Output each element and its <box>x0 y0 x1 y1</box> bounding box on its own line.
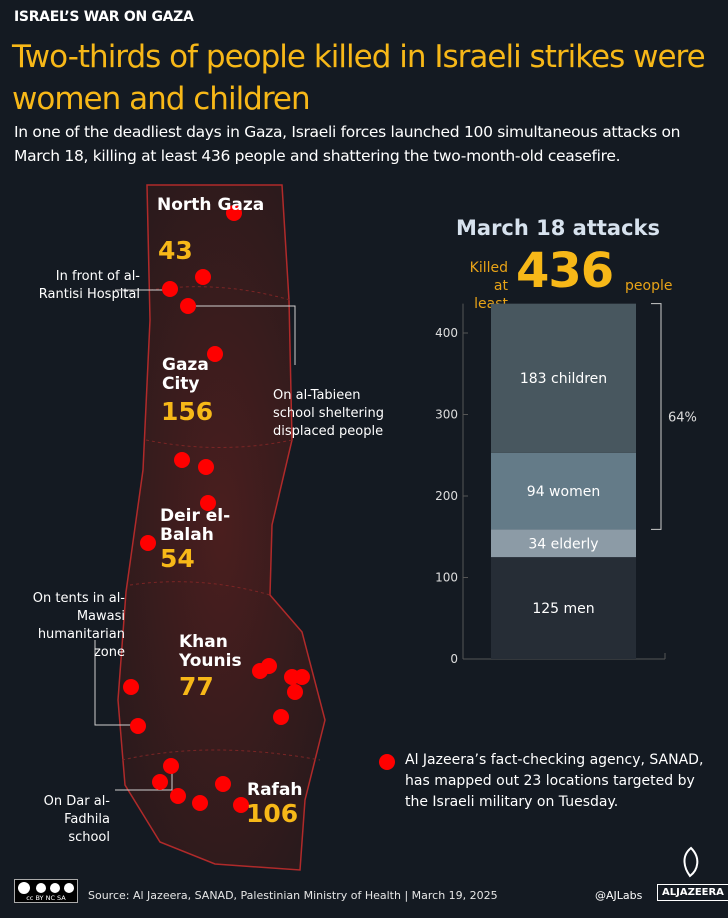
region-name: Khan Younis <box>179 632 242 671</box>
annotation: On al-Tabieen school sheltering displace… <box>273 388 384 439</box>
creative-commons-icon <box>18 882 74 894</box>
headline-suffix: people <box>625 278 673 294</box>
region-name: Rafah <box>247 780 303 800</box>
strike-location-dot <box>180 298 196 314</box>
strike-location-dot <box>195 269 211 285</box>
annotation: In front of al-Rantisi Hospital <box>38 269 140 302</box>
strike-location-dot <box>261 658 277 674</box>
subtitle: In one of the deadliest days in Gaza, Is… <box>14 123 681 165</box>
bar-segment-label: 94 women <box>527 484 600 500</box>
bar-segment-men <box>491 557 636 659</box>
al-jazeera-logo: ALJAZEERA <box>657 884 728 901</box>
social-handle: @AJLabs <box>595 889 643 902</box>
region-count: 106 <box>246 799 299 828</box>
strike-location-dot <box>170 788 186 804</box>
strike-location-dot <box>200 495 216 511</box>
region-name: Deir el-Balah <box>160 506 231 545</box>
strike-location-dot <box>215 776 231 792</box>
strike-location-dot <box>226 205 242 221</box>
district-border <box>121 286 321 761</box>
creative-commons-badge <box>14 879 78 903</box>
annotation: On tents in al-Mawasi humanitarian zone <box>32 591 125 660</box>
headline-value: 436 <box>516 243 614 299</box>
strike-location-dot <box>287 684 303 700</box>
bar-segment-label: 34 elderly <box>528 536 598 552</box>
chart-title: March 18 attacks <box>456 216 661 240</box>
license-label: cc BY NC SA <box>26 894 66 902</box>
strike-location-dot <box>152 774 168 790</box>
region-count: 77 <box>179 672 214 701</box>
page-title: Two-thirds of people killed in Israeli s… <box>12 39 706 117</box>
strike-location-dot <box>198 459 214 475</box>
region-count: 43 <box>158 236 193 265</box>
strike-location-dot <box>273 709 289 725</box>
kicker: ISRAEL’S WAR ON GAZA <box>14 9 194 25</box>
gaza-outline <box>117 184 326 871</box>
strike-location-dot <box>162 281 178 297</box>
strike-location-dot <box>163 758 179 774</box>
al-jazeera-emblem-icon <box>683 846 699 878</box>
strike-location-dot <box>130 718 146 734</box>
strike-location-dot <box>174 452 190 468</box>
bar-segment-children <box>491 303 636 453</box>
strike-location-dot <box>192 795 208 811</box>
region-name: Gaza City <box>162 355 209 394</box>
strike-location-dot <box>207 346 223 362</box>
strike-location-dot <box>123 679 139 695</box>
bar-segment-label: 183 children <box>520 371 607 387</box>
y-tick-label: 100 <box>435 571 458 585</box>
strike-location-dot <box>233 797 249 813</box>
region-name: North Gaza <box>157 195 265 215</box>
bracket-label: 64% <box>668 411 697 426</box>
y-tick-label: 0 <box>450 652 458 666</box>
y-tick-label: 400 <box>435 326 458 340</box>
region-count: 156 <box>161 397 214 426</box>
region-count: 54 <box>160 544 195 573</box>
source-note: Source: Al Jazeera, SANAD, Palestinian M… <box>88 889 498 902</box>
strike-location-dot <box>140 535 156 551</box>
map-legend: Al Jazeera’s fact-checking agency, SANAD… <box>405 752 704 810</box>
strike-location-dot <box>284 669 300 685</box>
bar-segment-elderly <box>491 529 636 558</box>
bar-segment-women <box>491 452 636 530</box>
women-children-bracket <box>651 303 662 530</box>
strike-dot-icon <box>379 754 395 770</box>
leader-lines <box>94 289 296 791</box>
bar-segment-label: 125 men <box>532 601 594 617</box>
y-tick-label: 200 <box>435 489 458 503</box>
annotation: On Dar al-Fadhila school <box>43 794 110 845</box>
y-tick-label: 300 <box>435 408 458 422</box>
